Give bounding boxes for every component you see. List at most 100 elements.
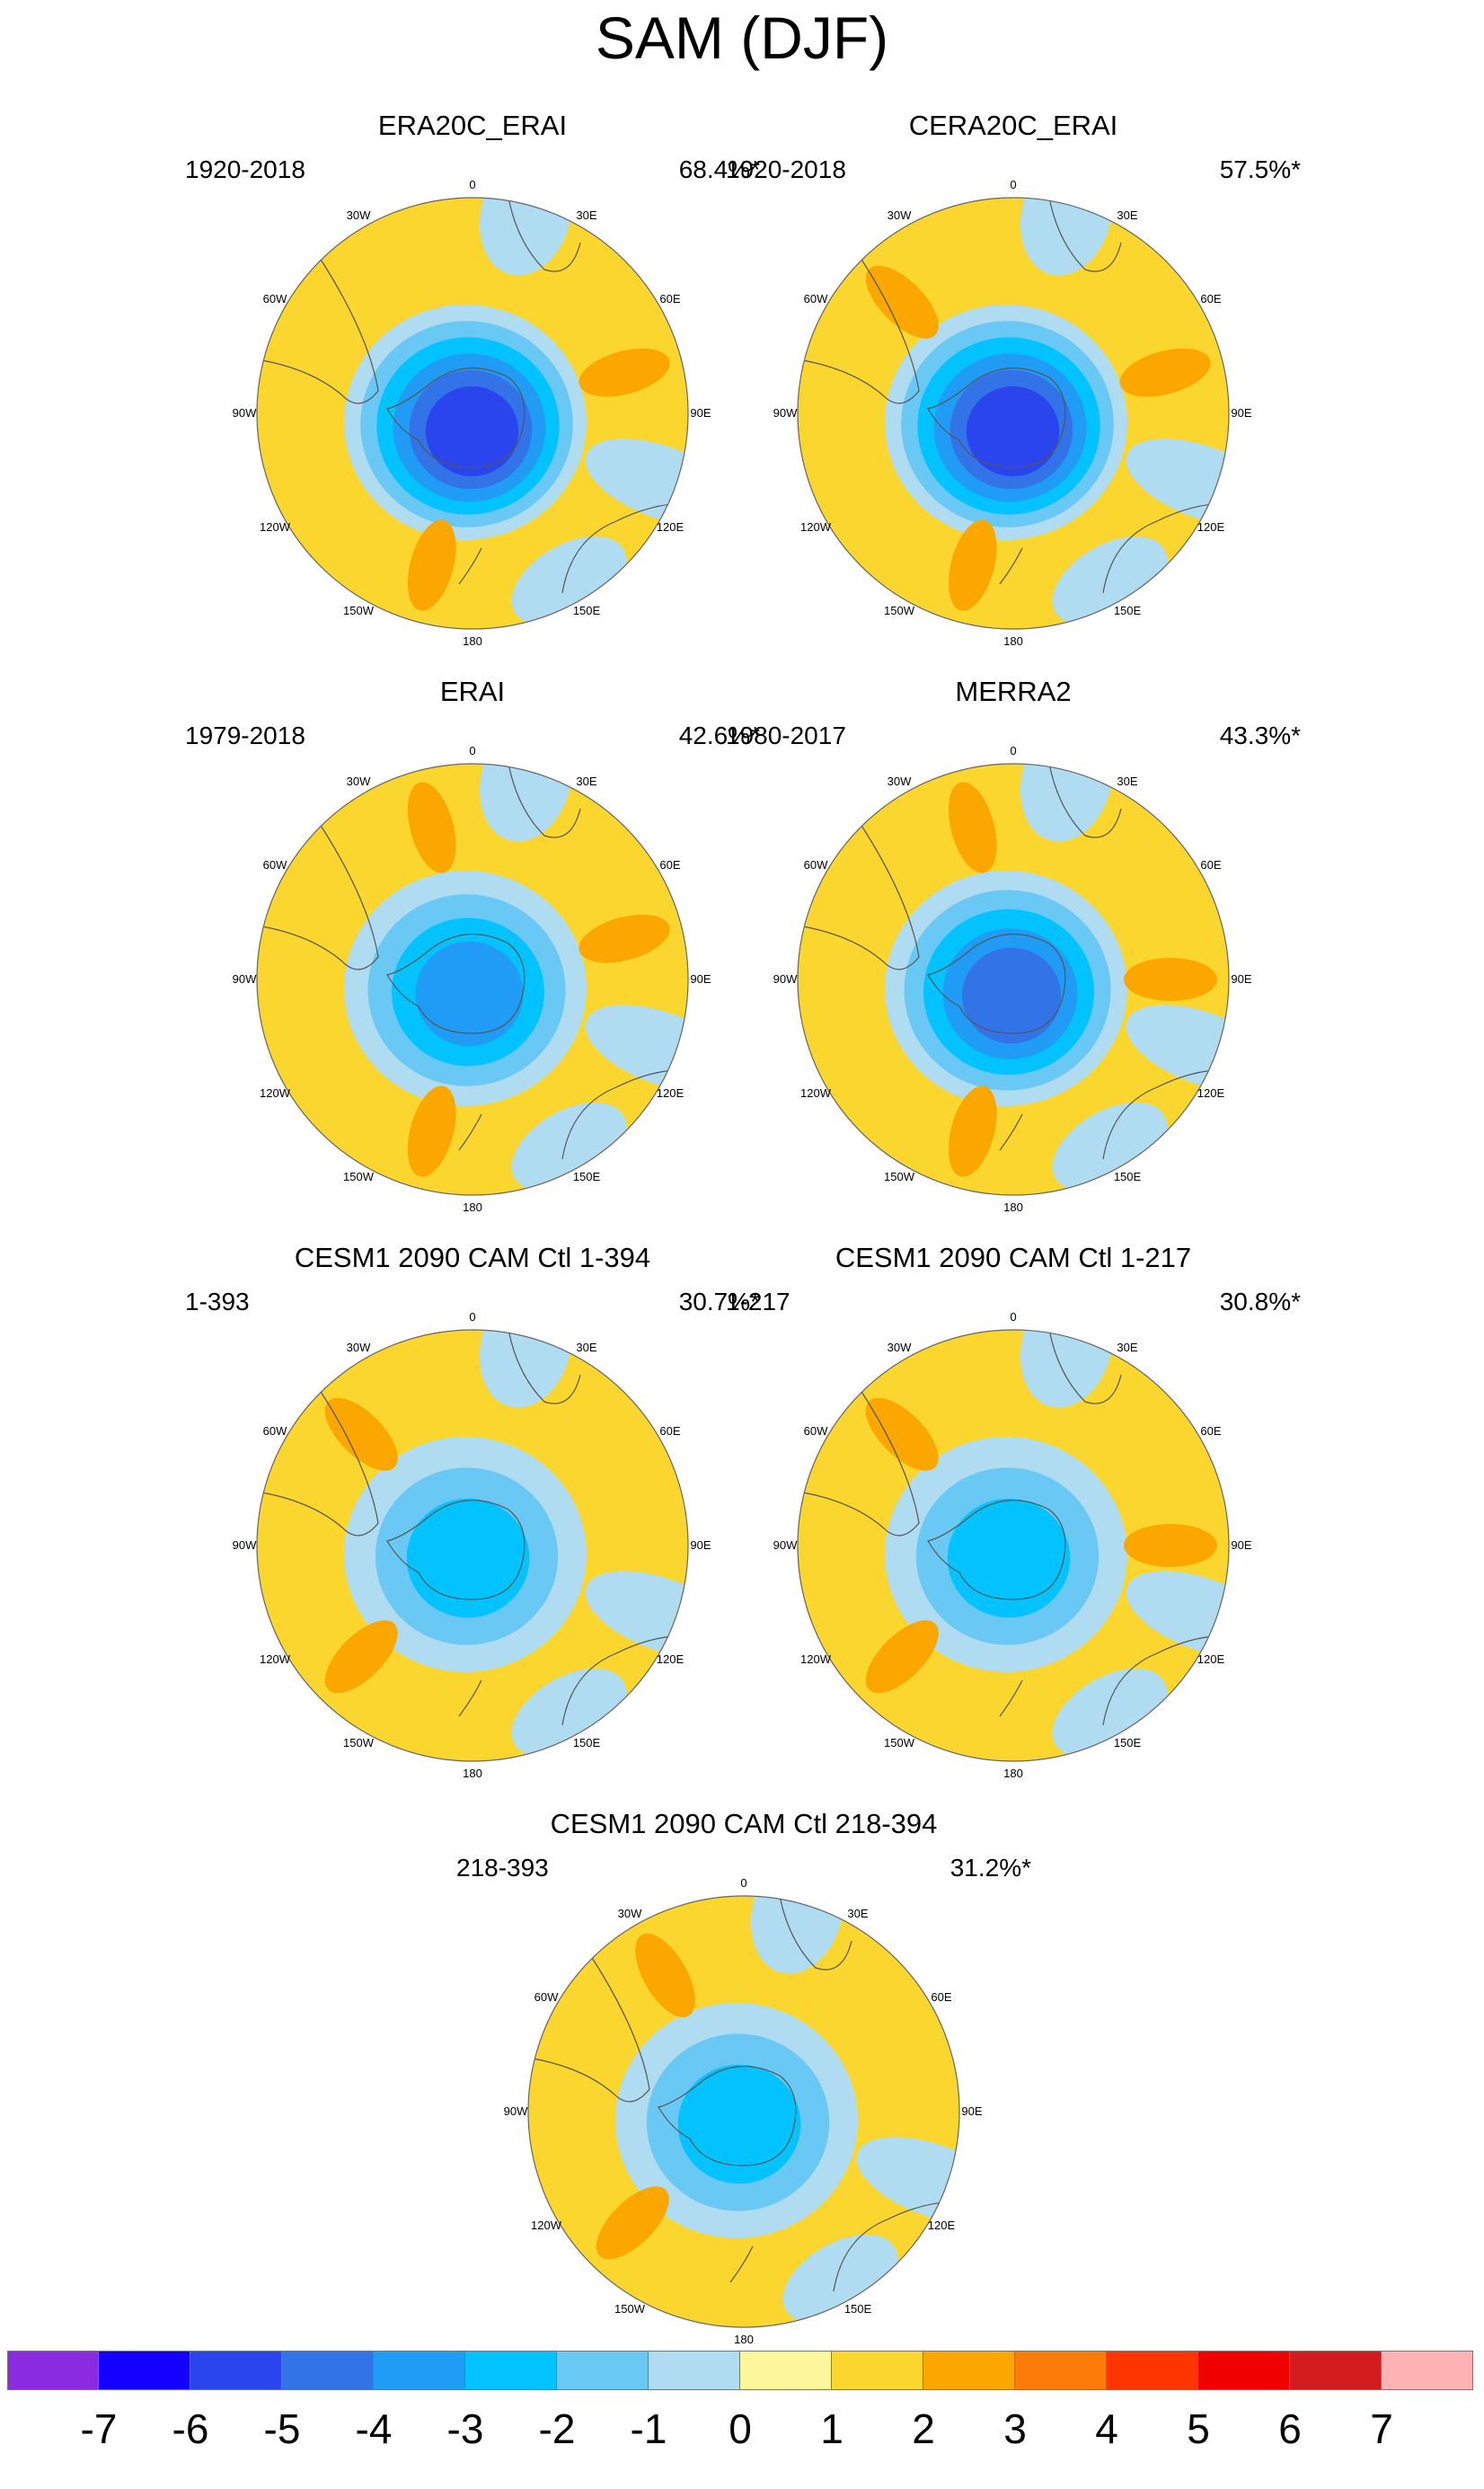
negative-anomaly-edge <box>585 1571 688 1659</box>
longitude-label: 60E <box>659 858 680 872</box>
colorbar-tick-label: 4 <box>1095 2405 1118 2452</box>
positive-anomaly-lobe <box>1124 958 1217 1001</box>
negative-anomaly-edge <box>479 198 573 276</box>
colorbar-tick-label: -4 <box>355 2405 393 2452</box>
antarctica-coastline <box>927 368 1066 468</box>
negative-anomaly-edge <box>1020 1330 1114 1408</box>
map-panel-cesm1-1-394: CESM1 2090 CAM Ctl 1-394 1-393 30.7%* 0 3… <box>176 1240 769 1797</box>
longitude-label: 30W <box>347 208 371 222</box>
panel-variance: 68.4%* <box>678 155 760 183</box>
longitude-label: 90W <box>773 972 798 986</box>
longitude-label: 120E <box>1197 520 1225 534</box>
africa-coastline <box>1048 198 1122 272</box>
longitude-label: 60W <box>804 292 828 306</box>
panel-period: 1-393 <box>185 1288 250 1315</box>
positive-anomaly-lobe <box>596 2186 669 2260</box>
longitude-label: 30E <box>576 208 596 222</box>
colorbar-swatch <box>7 2351 99 2390</box>
longitude-label: 60W <box>804 858 828 872</box>
longitude-label: 90W <box>773 406 798 420</box>
negative-anomaly-edge <box>585 438 688 527</box>
positive-anomaly-lobe <box>865 265 939 339</box>
polar-map: 0 30E 60E 90E 120E 150E 180 150W 120W 90W 60W 30W <box>233 178 711 648</box>
colorbar-swatch <box>465 2351 557 2390</box>
longitude-label: 120W <box>800 520 832 534</box>
longitude-label: 180 <box>1003 1200 1023 1214</box>
longitude-label: 90E <box>1231 406 1251 420</box>
negative-anomaly-edge <box>1126 1571 1229 1659</box>
longitude-label: 0 <box>469 744 475 757</box>
polar-map: 0 30E 60E 90E 120E 150E 180 150W 120W 90W 60W 30W <box>773 178 1252 648</box>
longitude-label: 180 <box>463 1767 482 1780</box>
longitude-label: 120W <box>800 1652 832 1666</box>
colorbar-swatch <box>923 2351 1015 2390</box>
longitude-label: 150E <box>573 1736 601 1749</box>
longitude-label: 60E <box>1200 1424 1221 1438</box>
longitude-label: 120E <box>928 2219 956 2232</box>
longitude-label: 90E <box>1231 1538 1251 1552</box>
longitude-label: 120W <box>260 1086 291 1100</box>
panel-variance: 30.8%* <box>1219 1288 1301 1315</box>
panel-variance: 43.3%* <box>1219 722 1301 749</box>
polar-map: 0 30E 60E 90E 120E 150E 180 150W 120W 90W 60W 30W <box>233 1310 711 1780</box>
longitude-label: 0 <box>1010 1310 1016 1324</box>
colorbar <box>7 2351 1473 2390</box>
longitude-label: 180 <box>1003 634 1023 648</box>
map-border <box>256 197 689 630</box>
panel-variance: 31.2%* <box>950 1854 1031 1882</box>
colorbar-tick-label: 0 <box>729 2405 752 2452</box>
longitude-label: 90E <box>1231 972 1251 986</box>
colorbar-tick-label: -5 <box>263 2405 301 2452</box>
longitude-label: 0 <box>469 178 475 191</box>
longitude-label: 150E <box>1114 1170 1142 1183</box>
longitude-label: 180 <box>1003 1767 1023 1780</box>
longitude-label: 30W <box>618 1907 642 1920</box>
longitude-label: 150W <box>343 1170 375 1183</box>
longitude-label: 30E <box>576 1341 596 1354</box>
negative-anomaly-contour <box>966 385 1060 477</box>
map-border <box>797 763 1230 1196</box>
colorbar-tick-label: 5 <box>1187 2405 1210 2452</box>
longitude-label: 180 <box>463 1200 482 1214</box>
new-zealand-coastline <box>458 547 482 585</box>
negative-anomaly-contour <box>947 1498 1071 1618</box>
longitude-label: 60E <box>1200 292 1221 306</box>
longitude-label: 60W <box>534 1990 559 2004</box>
colorbar-tick-label: -3 <box>446 2405 484 2452</box>
negative-anomaly-edge <box>1020 198 1114 276</box>
negative-anomaly-contour <box>425 385 519 477</box>
positive-anomaly-lobe <box>948 1085 997 1177</box>
africa-coastline <box>779 1896 852 1971</box>
longitude-label: 30E <box>847 1907 868 1920</box>
longitude-label: 90W <box>773 1538 798 1552</box>
africa-coastline <box>508 764 581 838</box>
colorbar-tick-label: -1 <box>630 2405 667 2452</box>
longitude-label: 30W <box>347 775 371 788</box>
negative-anomaly-edge <box>479 764 573 842</box>
africa-coastline <box>1048 1330 1122 1404</box>
colorbar-swatch <box>374 2351 465 2390</box>
negative-anomaly-contour <box>962 947 1061 1044</box>
positive-anomaly-lobe <box>324 1397 398 1471</box>
negative-anomaly-edge <box>856 2137 959 2225</box>
colorbar-tick-label: -2 <box>538 2405 576 2452</box>
positive-anomaly-lobe <box>948 782 997 873</box>
longitude-label: 30E <box>1117 775 1137 788</box>
longitude-label: 90W <box>233 972 257 986</box>
map-border <box>527 1895 960 2328</box>
longitude-label: 60W <box>804 1424 828 1438</box>
panel-title: ERA20C_ERAI <box>377 110 568 141</box>
positive-anomaly-lobe <box>635 1933 695 2018</box>
panel-variance: 42.6%* <box>678 722 760 749</box>
map-border <box>797 197 1230 630</box>
polar-map: 0 30E 60E 90E 120E 150E 180 150W 120W 90W 60W 30W <box>773 744 1252 1214</box>
map-panel-erai: ERAI 1979-2018 42.6%* 0 30E 60E 90E 120E 150E… <box>176 674 769 1231</box>
positive-anomaly-lobe <box>407 782 456 873</box>
longitude-label: 180 <box>734 2333 754 2346</box>
antarctica-coastline <box>386 368 526 468</box>
panel-period: 1980-2017 <box>726 722 846 749</box>
longitude-label: 60W <box>263 292 287 306</box>
longitude-label: 30W <box>888 775 912 788</box>
longitude-label: 90W <box>233 406 257 420</box>
longitude-label: 60E <box>931 1990 951 2004</box>
